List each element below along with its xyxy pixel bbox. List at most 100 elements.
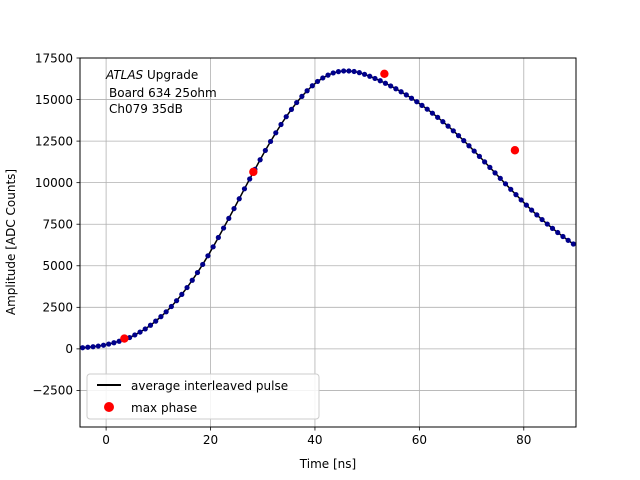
- x-axis-label: Time [ns]: [299, 457, 356, 471]
- pulse-point: [513, 192, 519, 198]
- pulse-point: [523, 202, 530, 208]
- pulse-point: [429, 110, 436, 116]
- x-tick-label: 0: [102, 433, 110, 447]
- pulse-point: [455, 133, 462, 139]
- pulse-point: [476, 153, 483, 159]
- pulse-point: [367, 73, 373, 79]
- x-tick-label: 60: [412, 433, 427, 447]
- pulse-point: [205, 253, 211, 259]
- pulse-point: [80, 345, 86, 351]
- pulse-point: [414, 99, 420, 105]
- pulse-point: [544, 221, 550, 227]
- annotation-atlas: ATLAS: [105, 68, 144, 82]
- pulse-point: [466, 143, 472, 149]
- pulse-point: [283, 114, 289, 120]
- pulse-point: [309, 83, 315, 89]
- pulse-point: [539, 216, 545, 223]
- pulse-point: [215, 234, 221, 241]
- pulse-point: [179, 291, 185, 297]
- pulse-point: [435, 114, 441, 120]
- pulse-point: [194, 269, 201, 276]
- pulse-point: [497, 175, 503, 181]
- pulse-point: [278, 121, 284, 128]
- y-tick-label: 12500: [35, 134, 73, 148]
- pulse-point: [267, 138, 274, 145]
- pulse-point: [106, 341, 112, 347]
- pulse-point: [241, 186, 248, 192]
- pulse-point: [492, 170, 498, 176]
- pulse-point: [445, 123, 451, 129]
- pulse-point: [335, 69, 342, 75]
- pulse-point: [184, 284, 190, 291]
- pulse-point: [158, 314, 164, 320]
- pulse-point: [393, 86, 399, 92]
- legend-box: [86, 373, 320, 420]
- y-tick-label: 7500: [42, 218, 73, 232]
- pulse-point: [153, 318, 159, 324]
- pulse-point: [231, 205, 237, 212]
- pulse-point: [487, 164, 493, 170]
- pulse-point: [508, 186, 514, 192]
- pulse-point: [398, 89, 404, 95]
- pulse-point: [168, 303, 174, 310]
- pulse-point: [565, 237, 571, 243]
- pulse-point: [90, 344, 96, 350]
- pulse-point: [471, 148, 477, 154]
- pulse-point: [325, 72, 331, 78]
- y-tick-label: 15000: [35, 93, 73, 107]
- pulse-point: [111, 340, 117, 346]
- pulse-point: [100, 342, 107, 348]
- max-phase-markers: [120, 69, 520, 343]
- pulse-point: [247, 176, 253, 182]
- pulse-point: [440, 119, 446, 125]
- pulse-point: [529, 207, 535, 213]
- pulse-point: [314, 78, 321, 85]
- pulse-point: [341, 68, 347, 74]
- pulse-point: [372, 75, 378, 82]
- pulse-point: [189, 277, 195, 283]
- annotation-line-3: Ch079 35dB: [109, 102, 183, 116]
- x-axis-ticks: 0 20 40 60 80: [102, 427, 531, 447]
- pulse-point: [502, 181, 509, 187]
- pulse-point: [132, 332, 138, 338]
- pulse-point: [549, 225, 556, 231]
- series-dots: [80, 68, 576, 351]
- y-tick-label: 5000: [42, 259, 73, 273]
- pulse-point: [163, 309, 169, 315]
- pulse-point: [210, 244, 216, 250]
- pulse-point: [95, 343, 101, 349]
- pulse-point: [555, 229, 561, 236]
- pulse-point: [534, 212, 540, 218]
- pulse-point: [346, 68, 352, 74]
- max-phase-point: [120, 334, 129, 343]
- pulse-point: [320, 75, 326, 81]
- pulse-point: [419, 102, 425, 108]
- pulse-point: [560, 233, 566, 240]
- pulse-point: [273, 130, 279, 136]
- plot-frame: [79, 57, 577, 428]
- pulse-point: [304, 88, 310, 94]
- pulse-point: [299, 93, 305, 99]
- pulse-point: [85, 344, 91, 350]
- max-phase-point: [510, 146, 520, 155]
- pulse-point: [236, 196, 242, 202]
- pulse-point: [361, 71, 368, 77]
- plot-content: [80, 68, 576, 351]
- pulse-point: [137, 329, 143, 335]
- pulse-point: [570, 241, 576, 247]
- pulse-point: [382, 80, 389, 86]
- pulse-point: [388, 83, 394, 89]
- y-axis-ticks: −2500 0 2500 5000 7500 10000 12500 15000 17500: [32, 51, 80, 398]
- max-phase-point: [380, 69, 389, 78]
- y-axis-label: Amplitude [ADC Counts]: [4, 169, 18, 315]
- y-tick-label: 10000: [35, 176, 73, 190]
- annotation-upgrade: Upgrade: [143, 68, 198, 82]
- pulse-point: [424, 106, 430, 112]
- plot-area: [80, 58, 576, 427]
- pulse-point: [220, 225, 227, 231]
- max-phase-point: [249, 167, 258, 177]
- y-tick-label: 17500: [35, 51, 73, 65]
- y-tick-label: 2500: [42, 301, 73, 315]
- legend-marker-swatch: [104, 402, 114, 412]
